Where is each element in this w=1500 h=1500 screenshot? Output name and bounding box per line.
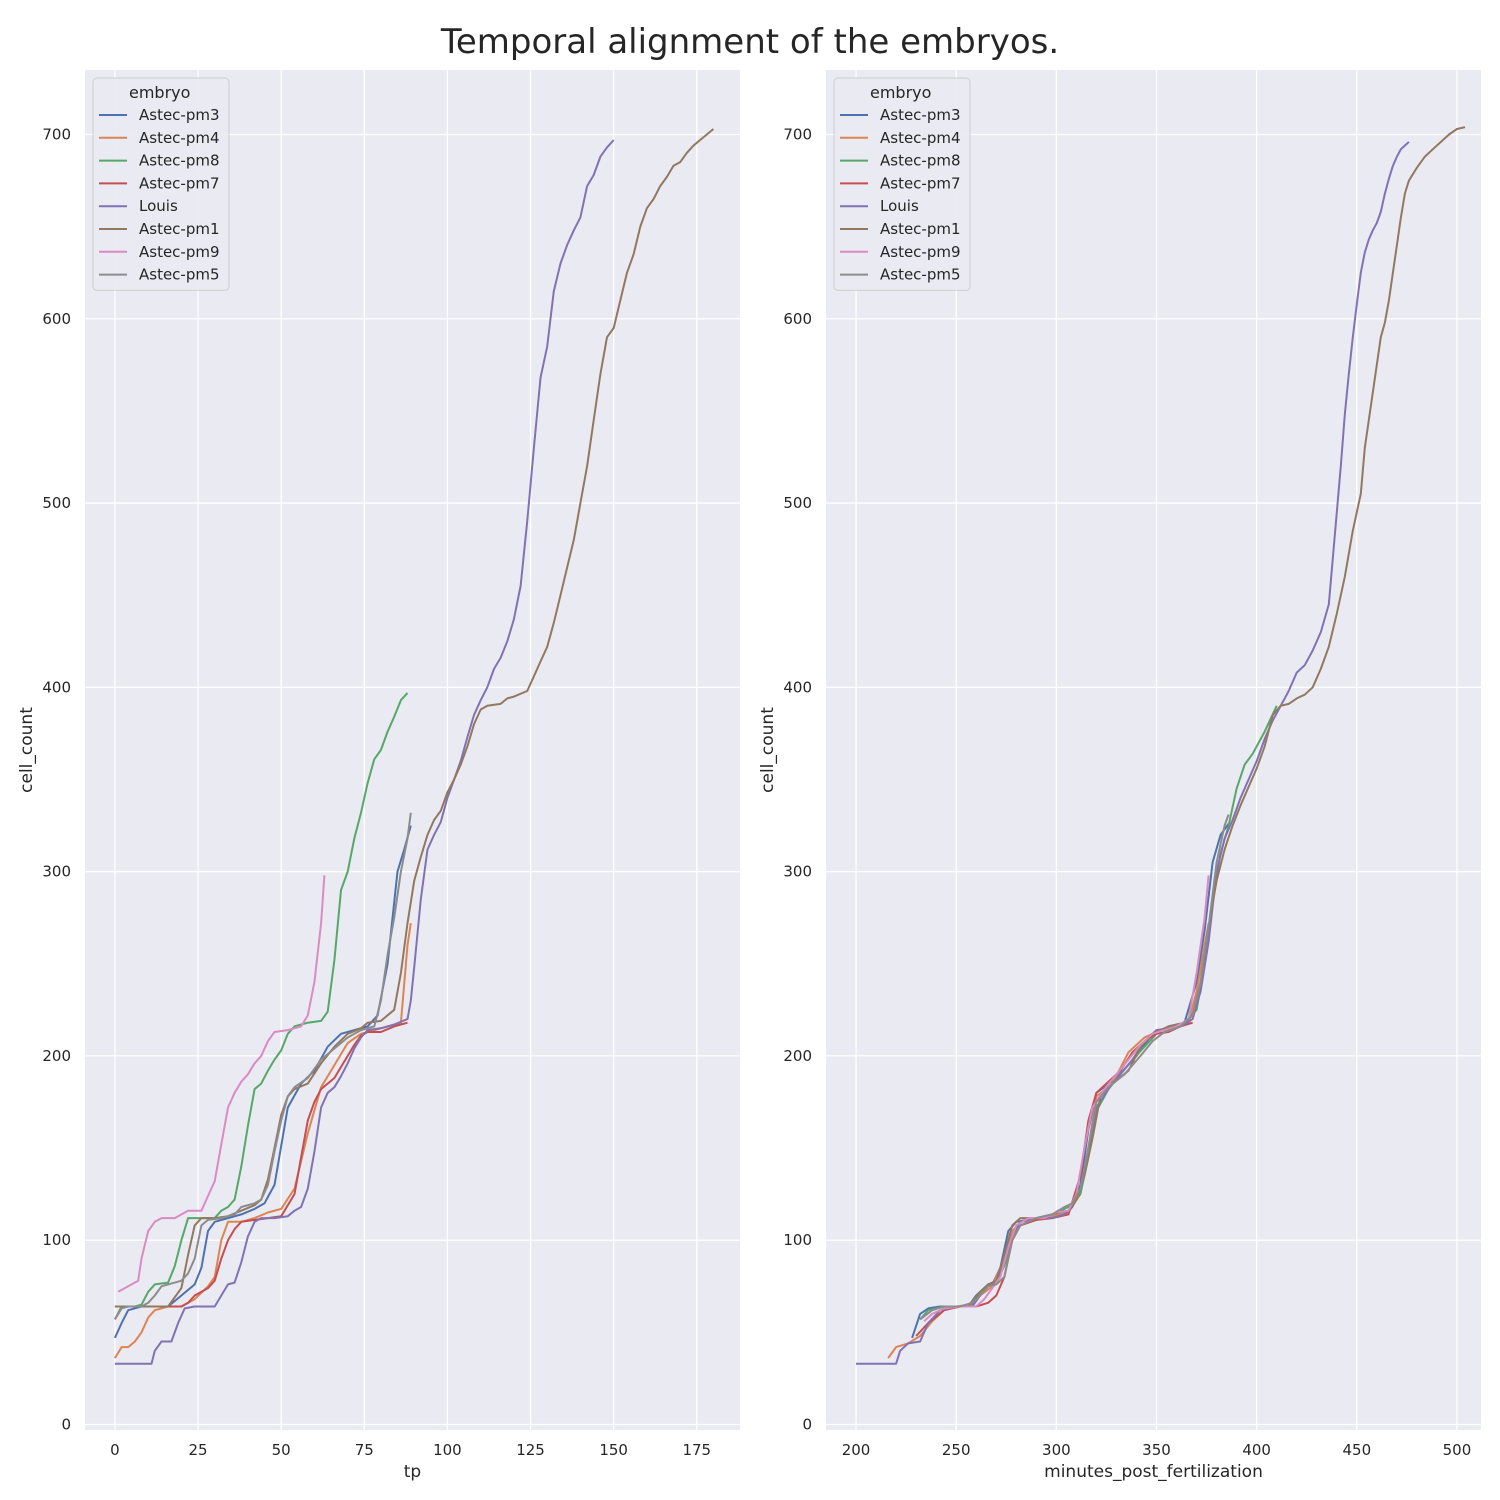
x-tick-label: 450 [1342, 1441, 1371, 1459]
legend-label: Astec-pm3 [880, 106, 961, 124]
series-line-astec-pm5 [919, 814, 1230, 1321]
x-axis-label: tp [404, 1462, 421, 1482]
y-tick-label: 200 [783, 1047, 812, 1065]
legend-label: Astec-pm8 [880, 152, 961, 170]
y-tick-label: 400 [42, 678, 71, 696]
x-tick-label: 250 [942, 1441, 971, 1459]
x-tick-label: 175 [682, 1441, 711, 1459]
y-tick-label: 600 [783, 310, 812, 328]
legend-label: Astec-pm4 [880, 129, 961, 147]
legend-label: Louis [880, 197, 919, 215]
x-tick-label: 350 [1142, 1441, 1171, 1459]
y-tick-label: 700 [42, 125, 71, 143]
y-tick-label: 700 [783, 125, 812, 143]
legend-label: Louis [139, 197, 178, 215]
legend-title: embryo [870, 83, 931, 102]
figure-title: Temporal alignment of the embryos. [440, 22, 1060, 62]
y-tick-label: 300 [783, 863, 812, 881]
y-axis-label: cell_count [758, 707, 778, 793]
y-tick-label: 0 [802, 1415, 812, 1433]
x-tick-label: 500 [1443, 1441, 1472, 1459]
x-tick-label: 75 [355, 1441, 374, 1459]
y-tick-label: 600 [42, 310, 71, 328]
legend-label: Astec-pm7 [880, 174, 961, 192]
series-line-louis [114, 139, 615, 1365]
legend-label: Astec-pm1 [880, 220, 961, 238]
legend-label: Astec-pm9 [139, 243, 220, 261]
legend-label: Astec-pm9 [880, 243, 961, 261]
x-tick-label: 125 [516, 1441, 545, 1459]
series-line-astec-pm1 [114, 128, 715, 1308]
x-tick-label: 400 [1242, 1441, 1271, 1459]
plot-panel-1: 0 100 200 300 400 500 600 700 0 25 50 75 100 125 150 17… [17, 70, 740, 1482]
x-tick-label: 200 [842, 1441, 871, 1459]
legend-label: Astec-pm7 [139, 174, 220, 192]
legend-label: Astec-pm4 [139, 129, 220, 147]
y-tick-label: 100 [783, 1231, 812, 1249]
series-line-astec-pm9 [117, 875, 326, 1293]
y-tick-label: 200 [42, 1047, 71, 1065]
legend-label: Astec-pm1 [139, 220, 220, 238]
y-tick-label: 0 [61, 1415, 71, 1433]
legend-box [833, 77, 971, 291]
x-tick-label: 100 [433, 1441, 462, 1459]
y-tick-label: 400 [783, 678, 812, 696]
y-tick-label: 100 [42, 1231, 71, 1249]
x-tick-label: 300 [1042, 1441, 1071, 1459]
legend-label: Astec-pm8 [139, 152, 220, 170]
x-tick-label: 0 [110, 1441, 120, 1459]
plot-background [85, 70, 740, 1430]
plot-background [826, 70, 1481, 1430]
series-line-astec-pm8 [114, 692, 409, 1320]
x-tick-label: 150 [599, 1441, 628, 1459]
y-axis-label: cell_count [17, 707, 37, 793]
legend-title: embryo [129, 83, 190, 102]
y-tick-label: 500 [783, 494, 812, 512]
y-tick-label: 500 [42, 494, 71, 512]
y-tick-label: 300 [42, 863, 71, 881]
legend-label: Astec-pm5 [880, 266, 961, 284]
legend-box [92, 77, 230, 291]
x-tick-label: 50 [272, 1441, 291, 1459]
legend-label: Astec-pm3 [139, 106, 220, 124]
legend-label: Astec-pm5 [139, 266, 220, 284]
x-tick-label: 25 [188, 1441, 207, 1459]
plot-panel-2: 0 100 200 300 400 500 600 700 200 250 300 350 400 450… [758, 70, 1481, 1482]
series-line-astec-pm5 [114, 812, 412, 1320]
x-axis-label: minutes_post_fertilization [1044, 1462, 1263, 1482]
